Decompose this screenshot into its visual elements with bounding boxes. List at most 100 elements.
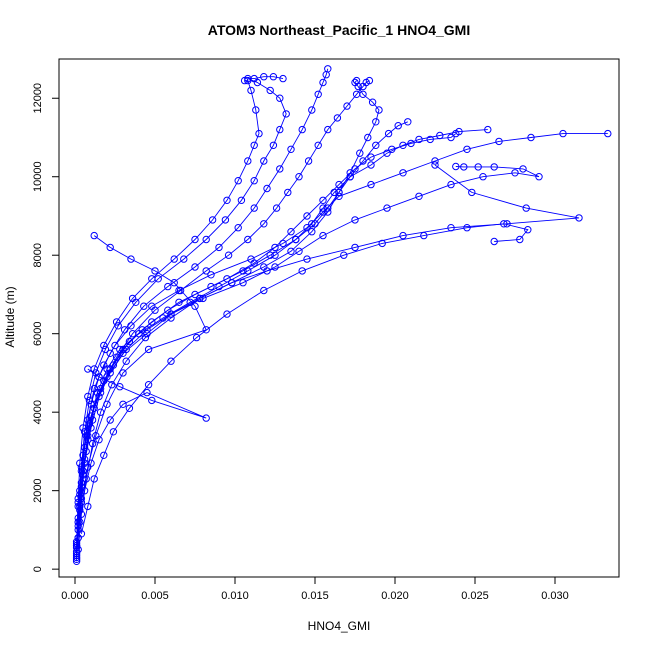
data-point [452, 129, 460, 138]
x-tick-label: 0.030 [541, 590, 569, 602]
data-point [112, 318, 121, 326]
data-point [324, 65, 332, 73]
data-point [420, 231, 428, 240]
data-point [223, 275, 231, 283]
profile-line [76, 80, 370, 548]
data-point [292, 235, 300, 244]
data-point [522, 204, 530, 212]
data-point [378, 239, 386, 248]
data-point [352, 90, 361, 99]
data-point [191, 302, 199, 310]
data-point [84, 463, 92, 471]
data-point [159, 314, 167, 322]
data-point [287, 145, 295, 154]
data-point [170, 279, 178, 287]
data-point [239, 267, 247, 275]
data-point [180, 255, 188, 263]
y-tick-label: 12000 [32, 83, 44, 114]
data-point [119, 400, 127, 408]
profile-line [76, 68, 329, 546]
data-point [80, 487, 89, 495]
data-point [260, 263, 268, 271]
data-point [103, 400, 111, 408]
data-point [304, 157, 313, 165]
data-point [279, 74, 287, 83]
data-point [119, 369, 127, 377]
data-point [335, 180, 343, 189]
data-point [92, 432, 100, 440]
data-point [351, 243, 359, 252]
y-tick-label: 0 [32, 566, 44, 572]
data-point [314, 141, 322, 150]
data-point [224, 251, 233, 259]
data-point [468, 188, 476, 197]
data-point [484, 125, 492, 134]
data-point [372, 118, 380, 126]
profile-line [76, 133, 457, 554]
data-point [80, 428, 89, 436]
data-point [95, 373, 103, 381]
data-point [167, 314, 175, 322]
data-point [109, 428, 118, 436]
data-point [85, 396, 94, 405]
data-point [234, 177, 242, 185]
data-point [447, 133, 455, 142]
x-axis: 0.000 0.005 0.010 0.015 0.020 0.025 0.030 [61, 576, 569, 602]
data-point [388, 145, 396, 154]
data-point [170, 255, 178, 263]
data-point [431, 161, 439, 169]
data-point [314, 90, 322, 99]
data-point [111, 341, 119, 350]
data-point [228, 279, 236, 287]
data-point [276, 165, 284, 173]
data-point [239, 279, 247, 287]
data-point [84, 436, 92, 444]
data-point [463, 145, 471, 154]
data-point [319, 204, 327, 212]
data-point [252, 106, 260, 114]
data-point [215, 282, 223, 291]
data-point [122, 357, 130, 365]
data-point [271, 243, 279, 252]
data-point [368, 98, 377, 106]
profile-line [77, 235, 207, 538]
data-point [127, 255, 135, 263]
data-point [240, 76, 249, 85]
data-point [375, 106, 383, 114]
data-point [191, 263, 199, 271]
data-point [90, 475, 98, 483]
data-point [365, 76, 374, 85]
data-point [284, 188, 292, 197]
data-point [96, 384, 105, 393]
data-point [495, 137, 503, 146]
data-point [128, 330, 137, 338]
data-point [367, 161, 375, 169]
data-point [176, 286, 185, 295]
y-axis-label: Altitude (m) [3, 286, 17, 347]
x-axis-label: HNO4_GMI [308, 619, 371, 633]
y-tick-label: 4000 [32, 400, 44, 424]
data-point [604, 129, 612, 138]
data-point [535, 173, 543, 181]
data-point [295, 173, 303, 181]
data-point [84, 392, 92, 401]
profile-line [76, 80, 260, 542]
data-point [352, 76, 361, 85]
data-point [399, 169, 407, 177]
data-point [340, 251, 348, 259]
data-point [260, 157, 268, 165]
data-point [351, 78, 359, 87]
data-point [335, 188, 343, 197]
x-tick-label: 0.005 [141, 590, 169, 602]
profile-series [77, 220, 532, 538]
data-point [191, 290, 199, 299]
data-point [114, 322, 122, 330]
data-point [202, 326, 210, 334]
data-point [202, 414, 210, 422]
data-point [202, 267, 210, 275]
data-point [196, 294, 204, 303]
y-axis: 0 2000 4000 6000 8000 10000 12000 [32, 83, 60, 572]
data-point [140, 302, 148, 310]
